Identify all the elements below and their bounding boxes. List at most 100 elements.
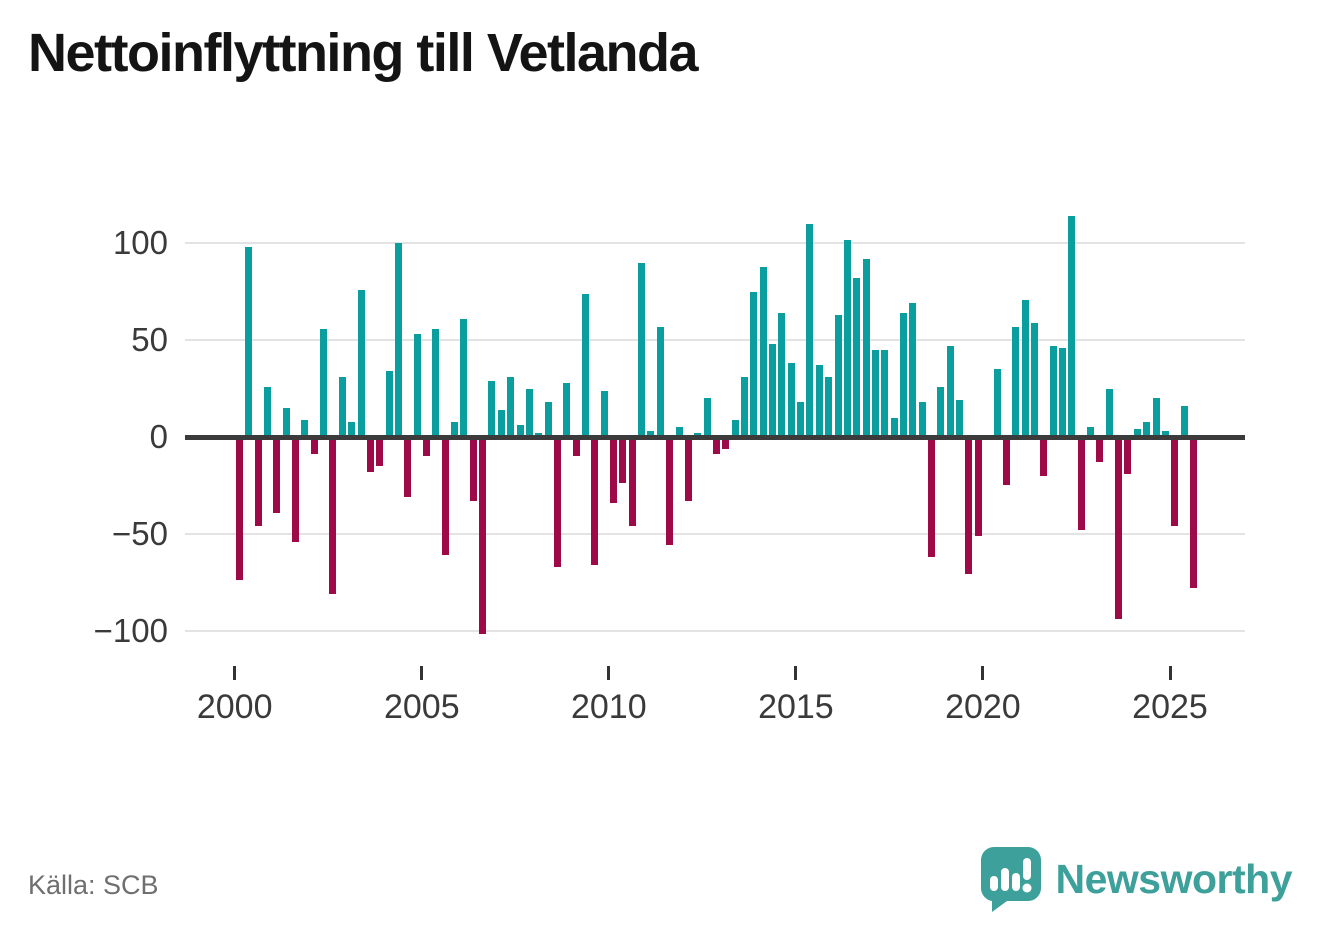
bar-2009Q3[interactable] (591, 437, 599, 565)
bar-2010Q3[interactable] (628, 437, 636, 526)
bar-2011Q4[interactable] (675, 427, 683, 437)
bar-2002Q4[interactable] (338, 377, 346, 437)
bar-2000Q1[interactable] (235, 437, 243, 580)
bar-2002Q3[interactable] (329, 437, 337, 594)
bar-2012Q4[interactable] (712, 437, 720, 454)
bar-2021Q2[interactable] (1030, 323, 1038, 437)
bar-2018Q4[interactable] (937, 387, 945, 437)
bar-2022Q1[interactable] (1059, 348, 1066, 437)
bar-2002Q1[interactable] (310, 437, 318, 454)
bar-2017Q2[interactable] (881, 350, 889, 437)
bar-2023Q1[interactable] (1096, 437, 1104, 462)
bar-2003Q4[interactable] (376, 437, 384, 466)
bar-2012Q1[interactable] (684, 437, 692, 501)
bar-2008Q2[interactable] (544, 402, 552, 437)
bar-2020Q3[interactable] (1002, 437, 1010, 485)
bar-2014Q2[interactable] (769, 344, 776, 437)
bar-2009Q4[interactable] (600, 391, 608, 437)
bar-2010Q2[interactable] (619, 437, 627, 483)
bar-2007Q3[interactable] (516, 425, 524, 437)
bar-2003Q2[interactable] (357, 290, 365, 437)
bar-2005Q4[interactable] (451, 422, 458, 437)
bar-2022Q4[interactable] (1087, 427, 1094, 437)
bar-2015Q1[interactable] (797, 402, 805, 437)
bar-2007Q2[interactable] (507, 377, 515, 437)
bar-2004Q2[interactable] (394, 243, 402, 437)
bar-2015Q4[interactable] (825, 377, 833, 437)
bar-2006Q2[interactable] (469, 437, 477, 501)
bar-2006Q3[interactable] (479, 437, 487, 634)
bar-2006Q4[interactable] (488, 381, 496, 437)
bar-2016Q3[interactable] (853, 278, 861, 437)
bar-2019Q4[interactable] (974, 437, 982, 536)
bar-2001Q4[interactable] (301, 420, 309, 437)
bar-2016Q1[interactable] (834, 315, 842, 437)
bar-2000Q4[interactable] (264, 387, 271, 437)
bar-2021Q4[interactable] (1049, 346, 1057, 437)
bar-2018Q3[interactable] (928, 437, 935, 557)
bar-2018Q1[interactable] (909, 303, 917, 437)
bar-2022Q3[interactable] (1077, 437, 1085, 530)
bar-2000Q2[interactable] (245, 247, 253, 437)
bar-2007Q4[interactable] (525, 389, 533, 437)
bar-2008Q4[interactable] (563, 383, 571, 437)
bar-2010Q4[interactable] (638, 263, 646, 437)
bar-2014Q3[interactable] (778, 313, 786, 437)
bar-2001Q3[interactable] (292, 437, 299, 542)
bar-2000Q3[interactable] (254, 437, 262, 526)
bar-2020Q2[interactable] (993, 369, 1001, 437)
bar-2013Q1[interactable] (722, 437, 730, 449)
bar-2001Q2[interactable] (282, 408, 290, 437)
bar-2004Q1[interactable] (385, 371, 393, 437)
bar-2019Q2[interactable] (956, 400, 964, 437)
bar-2014Q4[interactable] (787, 363, 795, 437)
bar-2001Q1[interactable] (273, 437, 281, 513)
bar-2023Q4[interactable] (1124, 437, 1132, 474)
bar-2018Q2[interactable] (918, 402, 926, 437)
bar-2013Q2[interactable] (731, 420, 739, 437)
bar-2007Q1[interactable] (497, 410, 505, 437)
bar-2004Q3[interactable] (404, 437, 412, 497)
bar-2006Q1[interactable] (460, 319, 468, 437)
bar-2009Q1[interactable] (572, 437, 580, 456)
bar-2020Q4[interactable] (1012, 327, 1020, 437)
bar-2003Q3[interactable] (366, 437, 374, 472)
bar-2022Q2[interactable] (1068, 216, 1076, 437)
bar-2014Q1[interactable] (759, 267, 767, 437)
bar-2017Q3[interactable] (890, 418, 898, 437)
bar-2015Q2[interactable] (806, 224, 814, 437)
bar-2015Q3[interactable] (815, 365, 823, 437)
bar-2024Q2[interactable] (1143, 422, 1151, 437)
bar-2005Q2[interactable] (432, 329, 440, 437)
bar-2025Q1[interactable] (1171, 437, 1179, 526)
bar-2011Q2[interactable] (656, 327, 664, 437)
bar-2023Q3[interactable] (1115, 437, 1123, 619)
bar-2016Q4[interactable] (862, 259, 870, 437)
bar-2023Q2[interactable] (1105, 389, 1113, 437)
bar-2019Q1[interactable] (946, 346, 954, 437)
bar-2021Q3[interactable] (1040, 437, 1048, 476)
bar-2024Q3[interactable] (1152, 398, 1160, 437)
bar-2025Q3[interactable] (1189, 437, 1197, 588)
bar-2010Q1[interactable] (610, 437, 617, 503)
bar-2003Q1[interactable] (348, 422, 356, 437)
bar-2024Q1[interactable] (1133, 429, 1141, 437)
bar-2021Q1[interactable] (1021, 300, 1029, 437)
bar-2019Q3[interactable] (965, 437, 973, 574)
bar-2016Q2[interactable] (843, 240, 851, 437)
bar-2004Q4[interactable] (413, 334, 421, 437)
bar-2011Q1[interactable] (647, 431, 655, 437)
bar-2009Q2[interactable] (582, 294, 589, 437)
bar-2012Q3[interactable] (703, 398, 711, 437)
bar-2008Q3[interactable] (553, 437, 561, 567)
bar-2017Q1[interactable] (871, 350, 879, 437)
bar-2005Q1[interactable] (423, 437, 430, 456)
bar-2013Q4[interactable] (750, 292, 758, 437)
bar-2017Q4[interactable] (900, 313, 907, 437)
bar-2013Q3[interactable] (741, 377, 748, 437)
bar-2024Q4[interactable] (1161, 431, 1169, 437)
bar-2025Q2[interactable] (1180, 406, 1188, 437)
bar-2005Q3[interactable] (441, 437, 449, 555)
bar-2011Q3[interactable] (666, 437, 674, 545)
bar-2002Q2[interactable] (320, 329, 328, 437)
